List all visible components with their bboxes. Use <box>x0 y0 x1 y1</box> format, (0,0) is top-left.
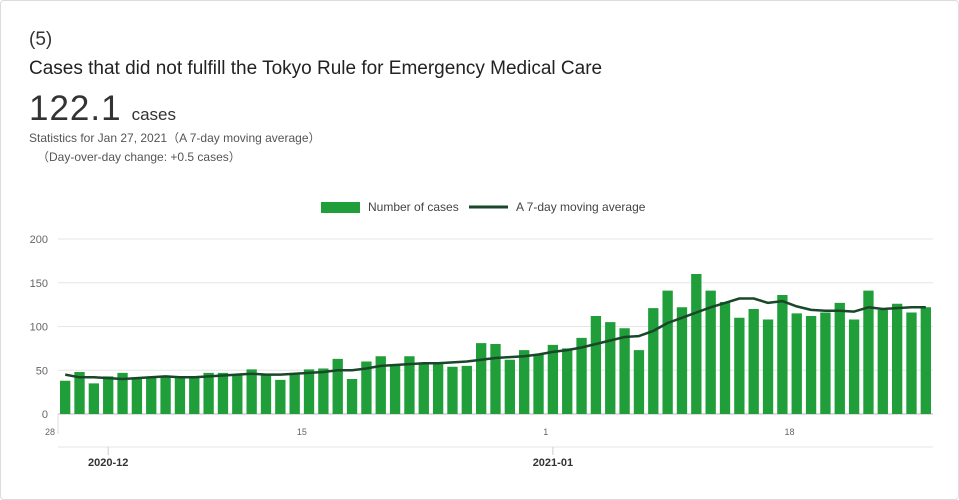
x-tick-label: 18 <box>785 427 795 437</box>
y-tick-label: 50 <box>36 365 48 377</box>
bar[interactable] <box>303 369 315 414</box>
y-tick-label: 100 <box>30 322 48 334</box>
bar[interactable] <box>432 364 444 414</box>
bar[interactable] <box>160 376 171 414</box>
bar[interactable] <box>131 379 143 414</box>
bar[interactable] <box>519 350 530 414</box>
bar[interactable] <box>346 379 358 414</box>
bar[interactable] <box>777 295 788 414</box>
bar[interactable] <box>404 356 415 414</box>
headline-value: 122.1 cases <box>29 89 176 129</box>
bar[interactable] <box>705 290 716 414</box>
bar[interactable] <box>461 365 472 414</box>
bar[interactable] <box>203 372 214 414</box>
legend-bar-label[interactable]: Number of cases <box>368 200 459 214</box>
bar[interactable] <box>475 343 487 414</box>
bar[interactable] <box>146 377 157 414</box>
bar[interactable] <box>504 359 516 414</box>
bar[interactable] <box>418 364 429 414</box>
bar[interactable] <box>217 372 229 414</box>
bar[interactable] <box>260 375 272 415</box>
bar[interactable] <box>447 366 458 414</box>
bar[interactable] <box>920 307 931 414</box>
legend-bar-swatch[interactable] <box>321 202 360 213</box>
bar[interactable] <box>103 376 114 414</box>
bar[interactable] <box>289 374 300 414</box>
bar[interactable] <box>74 372 85 414</box>
bar[interactable] <box>562 348 573 414</box>
bar[interactable] <box>748 309 759 414</box>
chart-heading: Cases that did not fulfill the Tokyo Rul… <box>29 58 603 79</box>
bar[interactable] <box>662 290 673 414</box>
bar[interactable] <box>275 379 286 414</box>
bar[interactable] <box>791 313 802 414</box>
bar[interactable] <box>174 378 186 414</box>
bar[interactable] <box>375 356 386 414</box>
headline-unit: cases <box>131 105 177 124</box>
y-tick-label: 200 <box>30 234 48 246</box>
bar[interactable] <box>734 317 745 414</box>
bar[interactable] <box>246 369 257 414</box>
y-tick-label: 0 <box>42 409 48 421</box>
day-over-day-change: （Day-over-day change: +0.5 cases） <box>37 150 241 164</box>
bar[interactable] <box>60 380 71 414</box>
bar-series <box>60 274 931 414</box>
y-tick-label: 150 <box>30 278 48 290</box>
bar[interactable] <box>691 274 702 414</box>
bar[interactable] <box>490 344 501 414</box>
bar[interactable] <box>863 290 874 414</box>
bar[interactable] <box>547 344 559 414</box>
x-tick-label: 1 <box>543 427 548 437</box>
bar[interactable] <box>906 312 917 415</box>
bar[interactable] <box>633 350 645 414</box>
bar[interactable] <box>332 358 343 414</box>
bar[interactable] <box>576 337 587 414</box>
bar[interactable] <box>676 307 688 414</box>
stats-date-line: Statistics for Jan 27, 2021（A 7-day movi… <box>29 131 321 145</box>
bar[interactable] <box>820 312 831 415</box>
bar[interactable] <box>361 361 372 415</box>
bar[interactable] <box>533 354 544 415</box>
moving-average-line[interactable] <box>64 297 926 381</box>
bar[interactable] <box>232 374 243 414</box>
bar[interactable] <box>318 368 329 415</box>
legend-line-label[interactable]: A 7-day moving average <box>516 200 646 214</box>
moving-average-series <box>64 297 926 381</box>
bar[interactable] <box>189 377 200 414</box>
bar[interactable] <box>891 303 903 414</box>
bar[interactable] <box>805 316 817 414</box>
x-tick-label: 15 <box>297 427 307 437</box>
bar[interactable] <box>590 316 602 414</box>
bar[interactable] <box>619 328 630 414</box>
month-label: 2020-12 <box>88 457 128 469</box>
chart-number: (5) <box>29 29 53 50</box>
bar[interactable] <box>389 364 401 414</box>
bar[interactable] <box>719 302 731 414</box>
x-axis: 28 15 1 18 2020-12 2021-01 <box>45 414 933 469</box>
bar[interactable] <box>117 372 128 414</box>
bar[interactable] <box>848 319 860 415</box>
headline-number: 122.1 <box>29 89 122 128</box>
bar[interactable] <box>877 309 888 414</box>
y-axis: 0 50 100 150 200 <box>30 234 48 421</box>
bar[interactable] <box>762 319 774 415</box>
month-label: 2021-01 <box>533 457 573 469</box>
x-tick-label: 28 <box>45 427 55 437</box>
bar[interactable] <box>605 322 616 414</box>
bar[interactable] <box>648 308 659 414</box>
legend: Number of cases A 7-day moving average <box>321 200 646 214</box>
bar[interactable] <box>834 302 845 414</box>
bar[interactable] <box>88 383 100 414</box>
